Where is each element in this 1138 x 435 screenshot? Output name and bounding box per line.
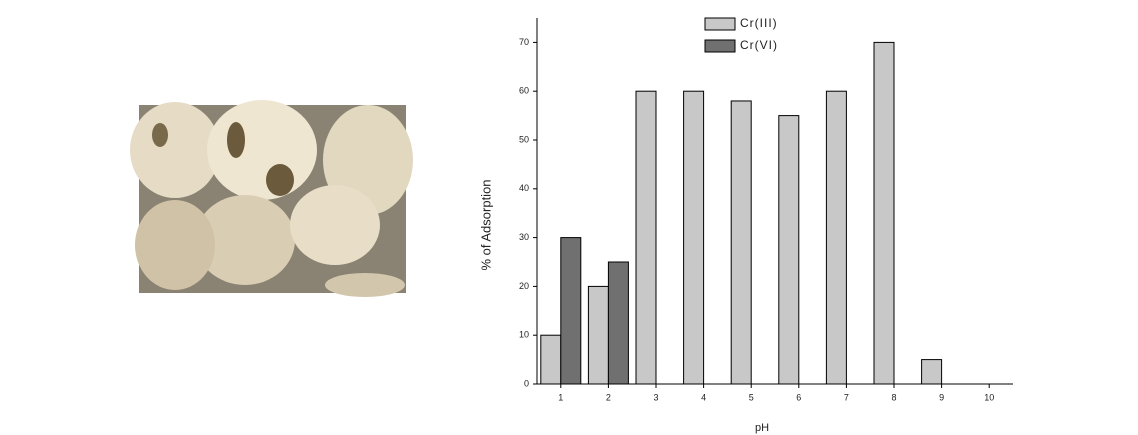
bar — [873, 41, 895, 385]
y-tick-label: 50 — [519, 134, 529, 144]
bar — [607, 261, 629, 385]
y-tick-label: 60 — [519, 86, 529, 96]
bar — [635, 90, 657, 385]
bar — [560, 237, 582, 385]
x-tick-label: 7 — [844, 392, 849, 402]
bar — [683, 90, 705, 385]
x-tick-label: 8 — [891, 392, 896, 402]
x-tick-label: 5 — [749, 392, 754, 402]
bar — [540, 334, 562, 385]
x-tick-label: 6 — [796, 392, 801, 402]
x-tick-label: 10 — [984, 392, 994, 402]
y-tick-label: 20 — [519, 281, 529, 291]
bar — [587, 285, 609, 385]
y-tick-label: 40 — [519, 183, 529, 193]
sponge-photo — [130, 100, 413, 297]
bar — [921, 359, 943, 385]
x-tick-label: 2 — [606, 392, 611, 402]
y-axis-label: % of Adsorption — [478, 179, 493, 270]
bar — [778, 115, 800, 385]
bar — [825, 90, 847, 385]
x-tick-label: 9 — [939, 392, 944, 402]
x-axis-label: pH — [755, 422, 769, 434]
legend-label: Cr(VI) — [740, 38, 778, 52]
x-tick-label: 3 — [653, 392, 658, 402]
y-tick-label: 10 — [519, 330, 529, 340]
legend-swatch — [704, 17, 736, 31]
x-tick-label: 1 — [558, 392, 563, 402]
legend-label: Cr(III) — [740, 16, 778, 30]
y-tick-label: 30 — [519, 232, 529, 242]
y-tick-label: 70 — [519, 37, 529, 47]
y-tick-label: 0 — [524, 378, 529, 388]
bar — [730, 100, 752, 385]
legend-swatch — [704, 39, 736, 53]
x-tick-label: 4 — [701, 392, 706, 402]
